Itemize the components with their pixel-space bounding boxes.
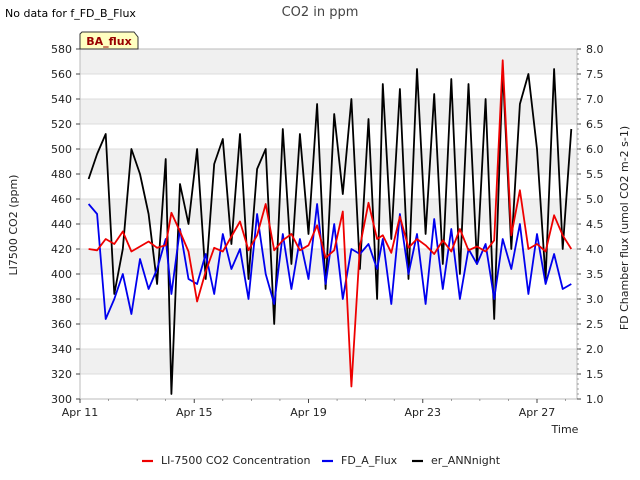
y-tick-label: 520 [51, 118, 72, 131]
x-tick-label: Apr 23 [404, 406, 441, 419]
y2-tick-label: 6.0 [586, 143, 604, 156]
y2-tick-label: 5.5 [586, 168, 604, 181]
grid-band [80, 349, 577, 374]
y2-tick-label: 4.5 [586, 218, 604, 231]
y2-tick-label: 2.5 [586, 318, 604, 331]
y-tick-label: 420 [51, 243, 72, 256]
chart-title: CO2 in ppm [282, 5, 359, 20]
y2-tick-label: 7.5 [586, 68, 604, 81]
y-tick-label: 460 [51, 193, 72, 206]
series-line-2 [87, 68, 573, 395]
y-tick-label: 540 [51, 93, 72, 106]
legend-label-2: er_ANNnight [431, 454, 501, 467]
badge-label: BA_flux [86, 35, 131, 48]
y-tick-label: 400 [51, 268, 72, 281]
y-tick-label: 440 [51, 218, 72, 231]
y-tick-label: 580 [51, 43, 72, 56]
x-tick-label: Apr 19 [290, 406, 327, 419]
grid-band [80, 299, 577, 324]
y-tick-label: 360 [51, 318, 72, 331]
x-tick-label: Apr 11 [62, 406, 99, 419]
y2-tick-label: 8.0 [586, 43, 604, 56]
series-line-0 [88, 59, 573, 388]
y2-tick-label: 2.0 [586, 343, 604, 356]
x-tick-label: Apr 27 [519, 406, 556, 419]
y2-tick-label: 7.0 [586, 93, 604, 106]
grid-band [80, 149, 577, 174]
x-tick-label: Apr 15 [176, 406, 213, 419]
y-tick-label: 560 [51, 68, 72, 81]
y-tick-label: 300 [51, 393, 72, 406]
y-tick-label: 340 [51, 343, 72, 356]
y-tick-label: 480 [51, 168, 72, 181]
no-data-text: No data for f_FD_B_Flux [5, 7, 136, 20]
x-axis-label: Time [551, 423, 579, 436]
y-tick-label: 500 [51, 143, 72, 156]
legend-label-0: LI-7500 CO2 Concentration [161, 454, 311, 467]
grid-band [80, 49, 577, 74]
y2-tick-label: 3.5 [586, 268, 604, 281]
y2-tick-label: 1.5 [586, 368, 604, 381]
y-tick-label: 380 [51, 293, 72, 306]
y2-tick-label: 1.0 [586, 393, 604, 406]
y-tick-label: 320 [51, 368, 72, 381]
badge-box [79, 31, 139, 50]
y2-tick-label: 6.5 [586, 118, 604, 131]
y2-tick-label: 3.0 [586, 293, 604, 306]
y2-tick-label: 5.0 [586, 193, 604, 206]
legend-label-1: FD_A_Flux [341, 454, 398, 467]
y2-tick-label: 4.0 [586, 243, 604, 256]
y2-axis-label: FD Chamber flux (umol CO2 m-2 s-1) [618, 126, 631, 330]
grid-band [80, 99, 577, 124]
y-axis-label: LI7500 CO2 (ppm) [7, 175, 20, 276]
